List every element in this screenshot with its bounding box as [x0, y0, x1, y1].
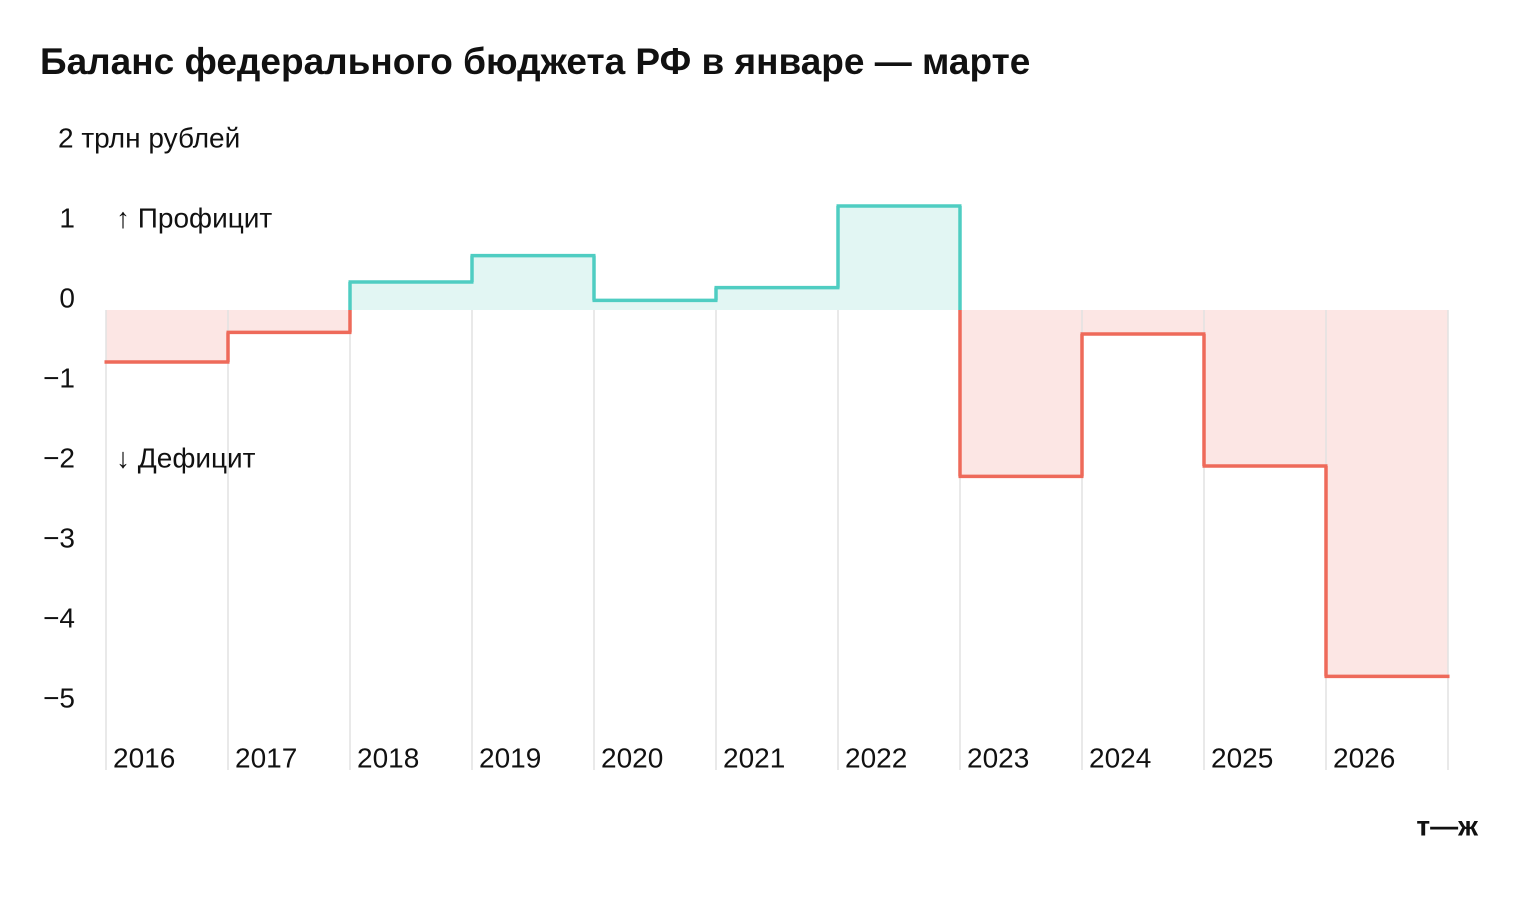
y-tick-label: −1	[43, 362, 75, 393]
area-fill	[1082, 310, 1204, 334]
area-fill	[472, 255, 594, 310]
y-tick-label: −4	[43, 602, 75, 633]
x-tick-label: 2021	[723, 742, 785, 773]
annotation: ↓ Дефицит	[116, 442, 256, 473]
area-fill	[838, 206, 960, 310]
x-tick-label: 2019	[479, 742, 541, 773]
area-fill	[716, 287, 838, 310]
x-tick-label: 2018	[357, 742, 419, 773]
area-fill	[228, 310, 350, 333]
y-tick-label: 1	[59, 202, 75, 233]
y-tick-label: 2 трлн рублей	[58, 122, 240, 153]
y-tick-label: −5	[43, 682, 75, 713]
x-tick-label: 2026	[1333, 742, 1395, 773]
annotation: ↑ Профицит	[116, 202, 272, 233]
area-fill	[1204, 310, 1326, 466]
x-tick-label: 2022	[845, 742, 907, 773]
area-fill	[106, 310, 228, 362]
area-fill	[1326, 310, 1448, 677]
x-tick-label: 2024	[1089, 742, 1151, 773]
area-fill	[594, 300, 716, 310]
x-tick-label: 2025	[1211, 742, 1273, 773]
x-tick-label: 2020	[601, 742, 663, 773]
x-tick-label: 2016	[113, 742, 175, 773]
y-tick-label: −3	[43, 522, 75, 553]
x-tick-label: 2017	[235, 742, 297, 773]
y-tick-label: −2	[43, 442, 75, 473]
area-fill	[350, 282, 472, 310]
area-fill	[960, 310, 1082, 477]
y-tick-label: 0	[59, 282, 75, 313]
logo: т—ж	[1416, 810, 1479, 841]
chart-title: Баланс федерального бюджета РФ в январе …	[40, 41, 1030, 82]
x-tick-label: 2023	[967, 742, 1029, 773]
